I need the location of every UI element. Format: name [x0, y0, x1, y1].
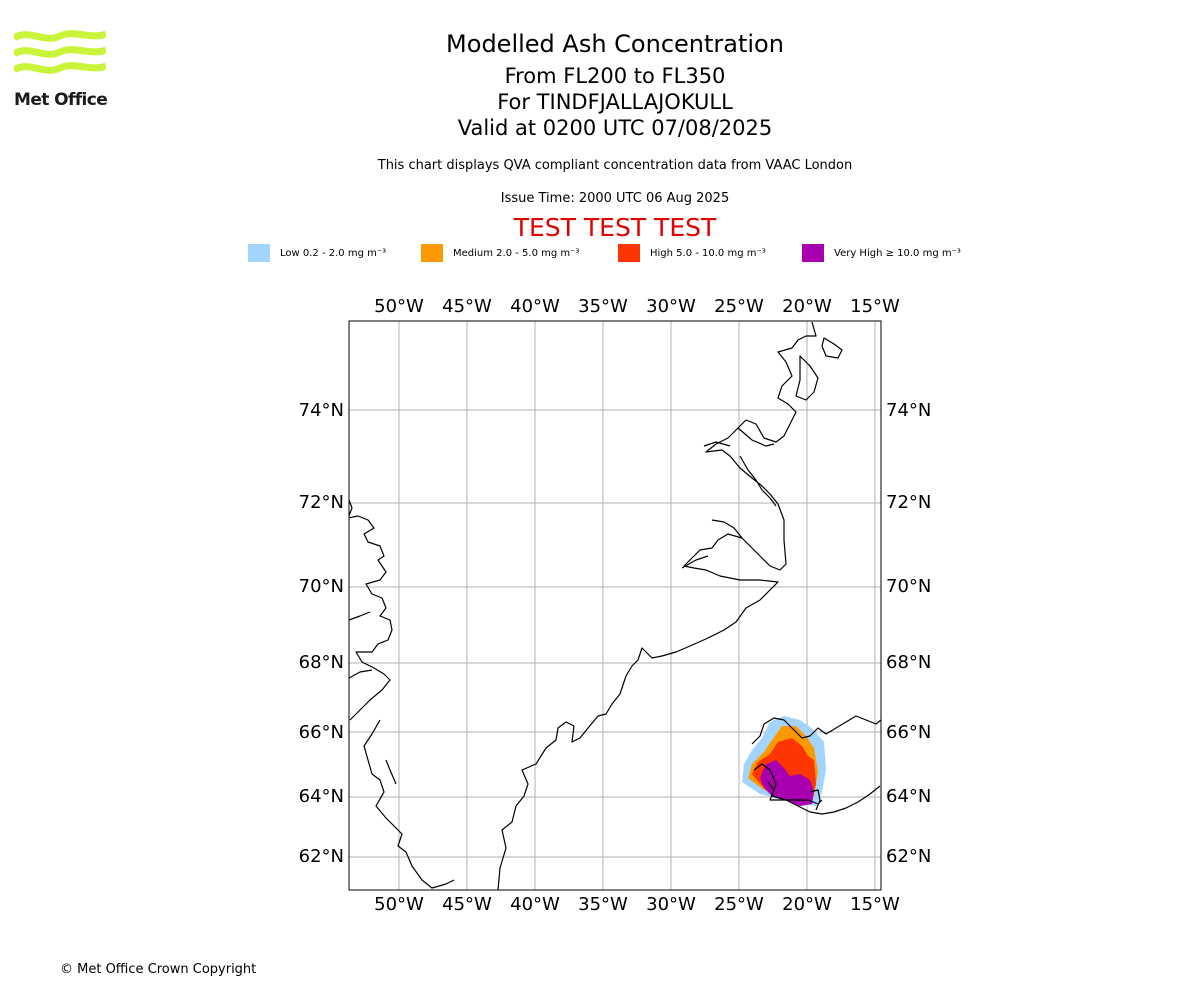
lon-label-top: 20°W	[782, 296, 832, 317]
lat-label-right: 74°N	[886, 400, 931, 421]
lon-label-bottom: 40°W	[510, 894, 560, 915]
lon-label-bottom: 25°W	[714, 894, 764, 915]
flight-level-range: From FL200 to FL350	[504, 64, 726, 88]
lon-label-bottom: 35°W	[578, 894, 628, 915]
lon-label-bottom: 50°W	[374, 894, 424, 915]
legend-label-very-high: Very High ≥ 10.0 mg m⁻³	[834, 247, 961, 259]
legend-item-high: High 5.0 - 10.0 mg m⁻³	[618, 244, 766, 262]
lat-label-right: 68°N	[886, 652, 931, 673]
legend-swatch-high	[618, 244, 640, 262]
lat-label-right: 66°N	[886, 722, 931, 743]
lat-labels-left: 74°N 72°N 70°N 68°N 66°N 64°N 62°N	[299, 400, 344, 867]
lon-label-bottom: 20°W	[782, 894, 832, 915]
chart-title: Modelled Ash Concentration	[446, 30, 784, 58]
lon-label-top: 35°W	[578, 296, 628, 317]
legend-item-very-high: Very High ≥ 10.0 mg m⁻³	[802, 244, 961, 262]
legend-swatch-medium	[421, 244, 443, 262]
lon-label-bottom: 15°W	[850, 894, 900, 915]
legend: Low 0.2 - 2.0 mg m⁻³ Medium 2.0 - 5.0 mg…	[0, 244, 1200, 264]
legend-swatch-very-high	[802, 244, 824, 262]
lat-label-left: 62°N	[299, 846, 344, 867]
met-office-logo: Met Office	[12, 30, 110, 112]
lat-label-right: 72°N	[886, 492, 931, 513]
lat-label-left: 68°N	[299, 652, 344, 673]
info-text: This chart displays QVA compliant concen…	[377, 158, 853, 173]
lon-label-top: 40°W	[510, 296, 560, 317]
legend-swatch-low	[248, 244, 270, 262]
lon-label-top: 50°W	[374, 296, 424, 317]
lat-label-right: 70°N	[886, 576, 931, 597]
lat-labels-right: 74°N 72°N 70°N 68°N 66°N 64°N 62°N	[886, 400, 931, 867]
legend-label-high: High 5.0 - 10.0 mg m⁻³	[650, 247, 766, 259]
lon-label-top: 15°W	[850, 296, 900, 317]
legend-item-medium: Medium 2.0 - 5.0 mg m⁻³	[421, 244, 579, 262]
lon-label-bottom: 45°W	[442, 894, 492, 915]
lat-label-left: 66°N	[299, 722, 344, 743]
legend-label-low: Low 0.2 - 2.0 mg m⁻³	[280, 247, 387, 259]
lat-label-left: 64°N	[299, 786, 344, 807]
lat-label-right: 64°N	[886, 786, 931, 807]
copyright-footer: © Met Office Crown Copyright	[60, 962, 257, 977]
lat-label-left: 72°N	[299, 492, 344, 513]
ash-very-high-area	[760, 760, 814, 806]
lon-labels-bottom: 50°W 45°W 40°W 35°W 30°W 25°W 20°W 15°W	[374, 894, 900, 915]
lon-label-top: 45°W	[442, 296, 492, 317]
legend-label-medium: Medium 2.0 - 5.0 mg m⁻³	[453, 247, 580, 259]
lon-labels-top: 50°W 45°W 40°W 35°W 30°W 25°W 20°W 15°W	[374, 296, 900, 317]
lat-label-left: 70°N	[299, 576, 344, 597]
logo-wordmark: Met Office	[14, 90, 108, 110]
lon-label-top: 30°W	[646, 296, 696, 317]
volcano-name: For TINDFJALLAJOKULL	[497, 90, 733, 114]
map-frame	[348, 320, 882, 891]
lon-label-bottom: 30°W	[646, 894, 696, 915]
lat-label-right: 62°N	[886, 846, 931, 867]
test-banner: TEST TEST TEST	[513, 213, 717, 242]
met-office-waves-icon	[12, 30, 108, 74]
lat-label-left: 74°N	[299, 400, 344, 421]
valid-time: Valid at 0200 UTC 07/08/2025	[457, 116, 773, 140]
issue-time: Issue Time: 2000 UTC 06 Aug 2025	[500, 191, 730, 206]
ash-plume	[742, 716, 826, 806]
legend-item-low: Low 0.2 - 2.0 mg m⁻³	[248, 244, 386, 262]
coastlines	[349, 321, 881, 890]
lon-label-top: 25°W	[714, 296, 764, 317]
